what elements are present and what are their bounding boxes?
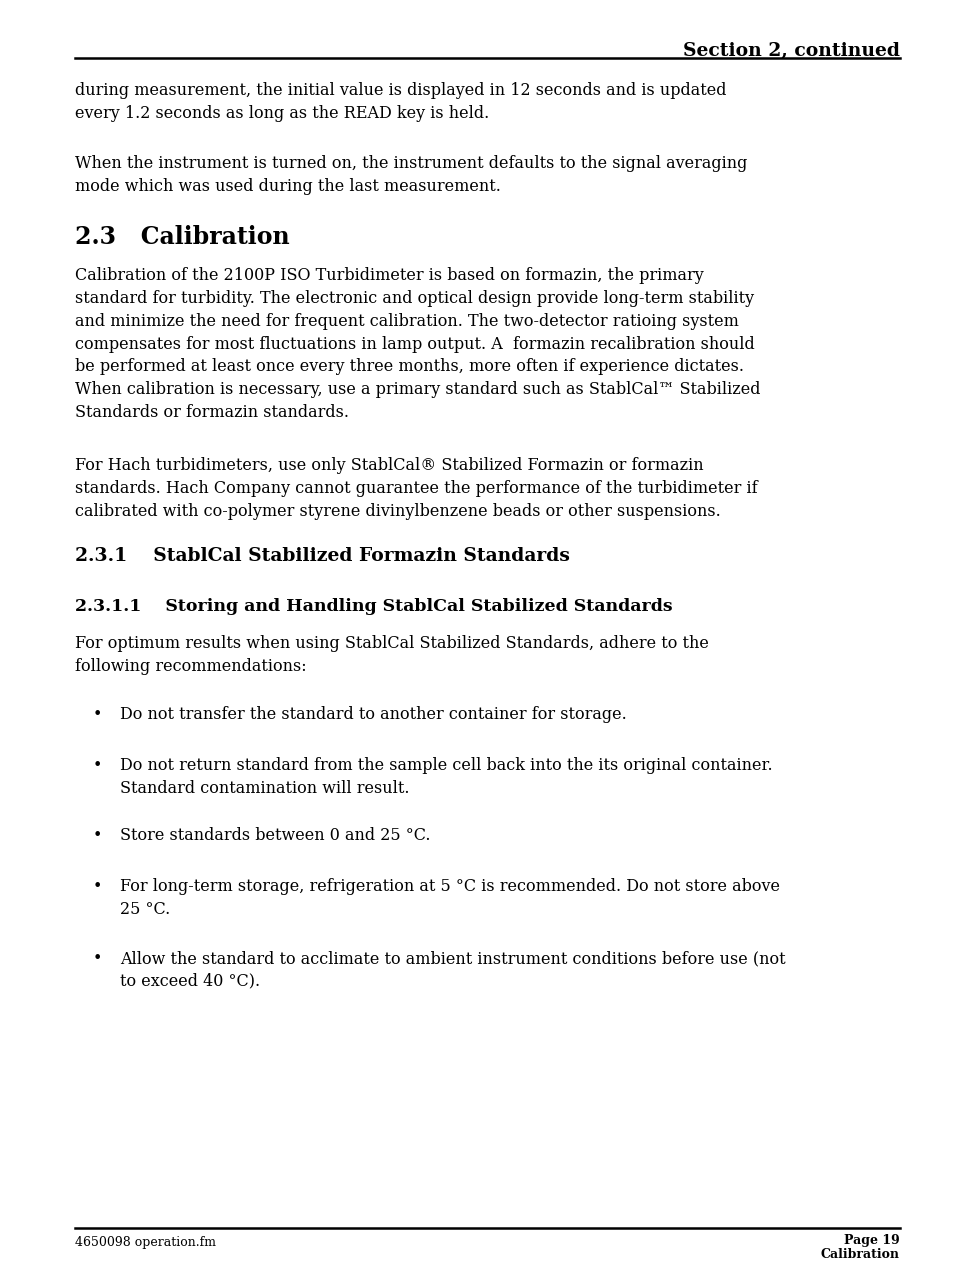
- Text: 2.3.1    StablCal Stabilized Formazin Standards: 2.3.1 StablCal Stabilized Formazin Stand…: [75, 547, 569, 565]
- Text: Allow the standard to acclimate to ambient instrument conditions before use (not: Allow the standard to acclimate to ambie…: [120, 950, 785, 990]
- Text: Page 19: Page 19: [843, 1234, 899, 1247]
- Text: Section 2, continued: Section 2, continued: [682, 42, 899, 60]
- Text: Do not return standard from the sample cell back into the its original container: Do not return standard from the sample c…: [120, 757, 772, 796]
- Text: 2.3.1.1    Storing and Handling StablCal Stabilized Standards: 2.3.1.1 Storing and Handling StablCal St…: [75, 598, 672, 614]
- Text: 2.3   Calibration: 2.3 Calibration: [75, 225, 290, 249]
- Text: during measurement, the initial value is displayed in 12 seconds and is updated
: during measurement, the initial value is…: [75, 81, 726, 122]
- Text: Calibration: Calibration: [821, 1248, 899, 1261]
- Text: Calibration of the 2100P ISO Turbidimeter is based on formazin, the primary
stan: Calibration of the 2100P ISO Turbidimete…: [75, 267, 760, 421]
- Text: For long-term storage, refrigeration at 5 °C is recommended. Do not store above
: For long-term storage, refrigeration at …: [120, 878, 780, 918]
- Text: For Hach turbidimeters, use only StablCal® Stabilized Formazin or formazin
stand: For Hach turbidimeters, use only StablCa…: [75, 457, 757, 520]
- Text: When the instrument is turned on, the instrument defaults to the signal averagin: When the instrument is turned on, the in…: [75, 155, 746, 195]
- Text: •: •: [92, 950, 102, 967]
- Text: 4650098 operation.fm: 4650098 operation.fm: [75, 1236, 215, 1249]
- Text: •: •: [92, 706, 102, 722]
- Text: Do not transfer the standard to another container for storage.: Do not transfer the standard to another …: [120, 706, 626, 722]
- Text: For optimum results when using StablCal Stabilized Standards, adhere to the
foll: For optimum results when using StablCal …: [75, 635, 708, 675]
- Text: •: •: [92, 878, 102, 895]
- Text: Store standards between 0 and 25 °C.: Store standards between 0 and 25 °C.: [120, 827, 430, 845]
- Text: •: •: [92, 757, 102, 773]
- Text: •: •: [92, 827, 102, 845]
